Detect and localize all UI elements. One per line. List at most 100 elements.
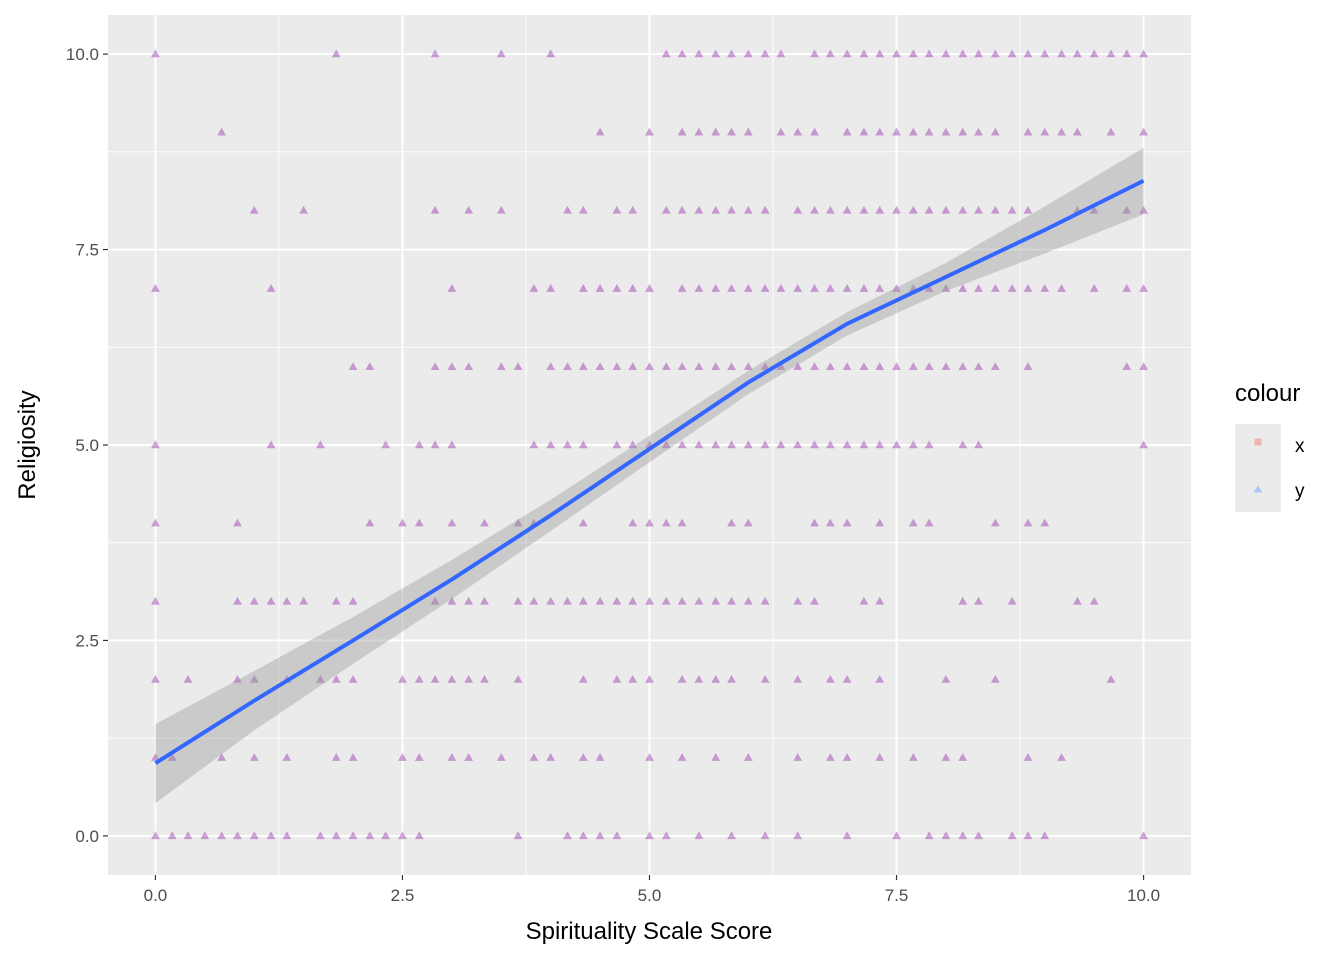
data-point — [595, 284, 605, 292]
data-point — [958, 596, 968, 605]
legend-triangle-icon — [1253, 485, 1263, 493]
data-point — [316, 831, 325, 840]
data-point — [958, 205, 968, 214]
data-point — [974, 205, 983, 214]
data-point — [628, 674, 638, 683]
data-point — [645, 753, 654, 761]
data-point — [990, 127, 1000, 136]
data-point — [825, 284, 835, 292]
data-point — [151, 674, 160, 683]
data-point — [677, 284, 687, 292]
data-point — [727, 831, 736, 840]
data-point — [480, 596, 489, 605]
data-point — [398, 518, 407, 527]
data-point — [990, 518, 1000, 527]
data-point — [513, 831, 523, 840]
data-point — [546, 284, 556, 292]
data-point — [875, 49, 885, 58]
data-point — [793, 205, 803, 214]
data-point — [974, 596, 983, 605]
data-point — [612, 205, 622, 214]
data-point — [430, 440, 440, 449]
data-point — [842, 440, 852, 449]
data-point — [661, 205, 671, 214]
data-point — [711, 127, 721, 136]
data-point — [842, 518, 852, 527]
data-point — [924, 49, 934, 58]
data-point — [1023, 284, 1033, 292]
data-point — [892, 362, 901, 371]
data-point — [1057, 284, 1066, 292]
data-point — [958, 284, 968, 292]
data-point — [743, 440, 753, 449]
data-point — [694, 362, 704, 371]
data-point — [1139, 127, 1148, 136]
data-point — [875, 284, 885, 292]
data-point — [1139, 284, 1148, 292]
data-point — [924, 440, 934, 449]
data-point — [513, 674, 523, 683]
data-point — [1040, 518, 1050, 527]
regression-line — [154, 178, 1145, 765]
data-point — [892, 127, 901, 136]
x-tick-label: 5.0 — [638, 886, 662, 905]
data-point — [1040, 49, 1050, 58]
data-point — [348, 362, 358, 371]
data-point — [233, 596, 242, 605]
y-tick-label: 7.5 — [75, 241, 99, 260]
data-point — [990, 49, 1000, 58]
data-point — [908, 205, 918, 214]
data-point — [760, 440, 770, 449]
data-point — [645, 831, 654, 840]
data-point — [941, 284, 951, 292]
data-point — [563, 440, 572, 449]
data-point — [727, 440, 736, 449]
data-point — [760, 362, 770, 371]
data-point — [249, 753, 259, 761]
data-point — [974, 440, 983, 449]
data-point — [266, 440, 276, 449]
y-tick-label: 5.0 — [75, 436, 99, 455]
data-point — [414, 674, 424, 683]
data-point — [645, 674, 654, 683]
x-axis-title: Spirituality Scale Score — [526, 918, 773, 945]
data-point — [875, 674, 885, 683]
data-point — [677, 205, 687, 214]
data-point — [1057, 49, 1066, 58]
data-point — [793, 127, 803, 136]
data-point — [974, 362, 983, 371]
data-point — [151, 49, 160, 58]
data-point — [958, 127, 968, 136]
data-point — [711, 284, 721, 292]
data-point — [677, 753, 687, 761]
data-point — [743, 518, 753, 527]
data-point — [1089, 284, 1099, 292]
data-point — [694, 127, 704, 136]
data-point — [447, 284, 457, 292]
data-point — [661, 440, 671, 449]
data-point — [825, 518, 835, 527]
data-point — [628, 596, 638, 605]
data-point — [743, 284, 753, 292]
data-point — [793, 284, 803, 292]
data-point — [282, 831, 292, 840]
data-point — [793, 362, 803, 371]
data-point — [727, 362, 736, 371]
data-point — [1139, 205, 1148, 214]
data-point — [513, 518, 523, 527]
data-point — [694, 596, 704, 605]
data-point — [694, 205, 704, 214]
data-point — [1139, 49, 1148, 58]
data-point — [743, 127, 753, 136]
data-point — [645, 127, 654, 136]
data-point — [793, 596, 803, 605]
data-point — [1106, 127, 1116, 136]
data-point — [167, 831, 177, 840]
data-point — [810, 440, 819, 449]
data-point — [727, 284, 736, 292]
data-point — [941, 753, 951, 761]
data-point — [825, 362, 835, 371]
data-point — [546, 440, 556, 449]
data-point — [217, 127, 227, 136]
data-point — [810, 596, 819, 605]
